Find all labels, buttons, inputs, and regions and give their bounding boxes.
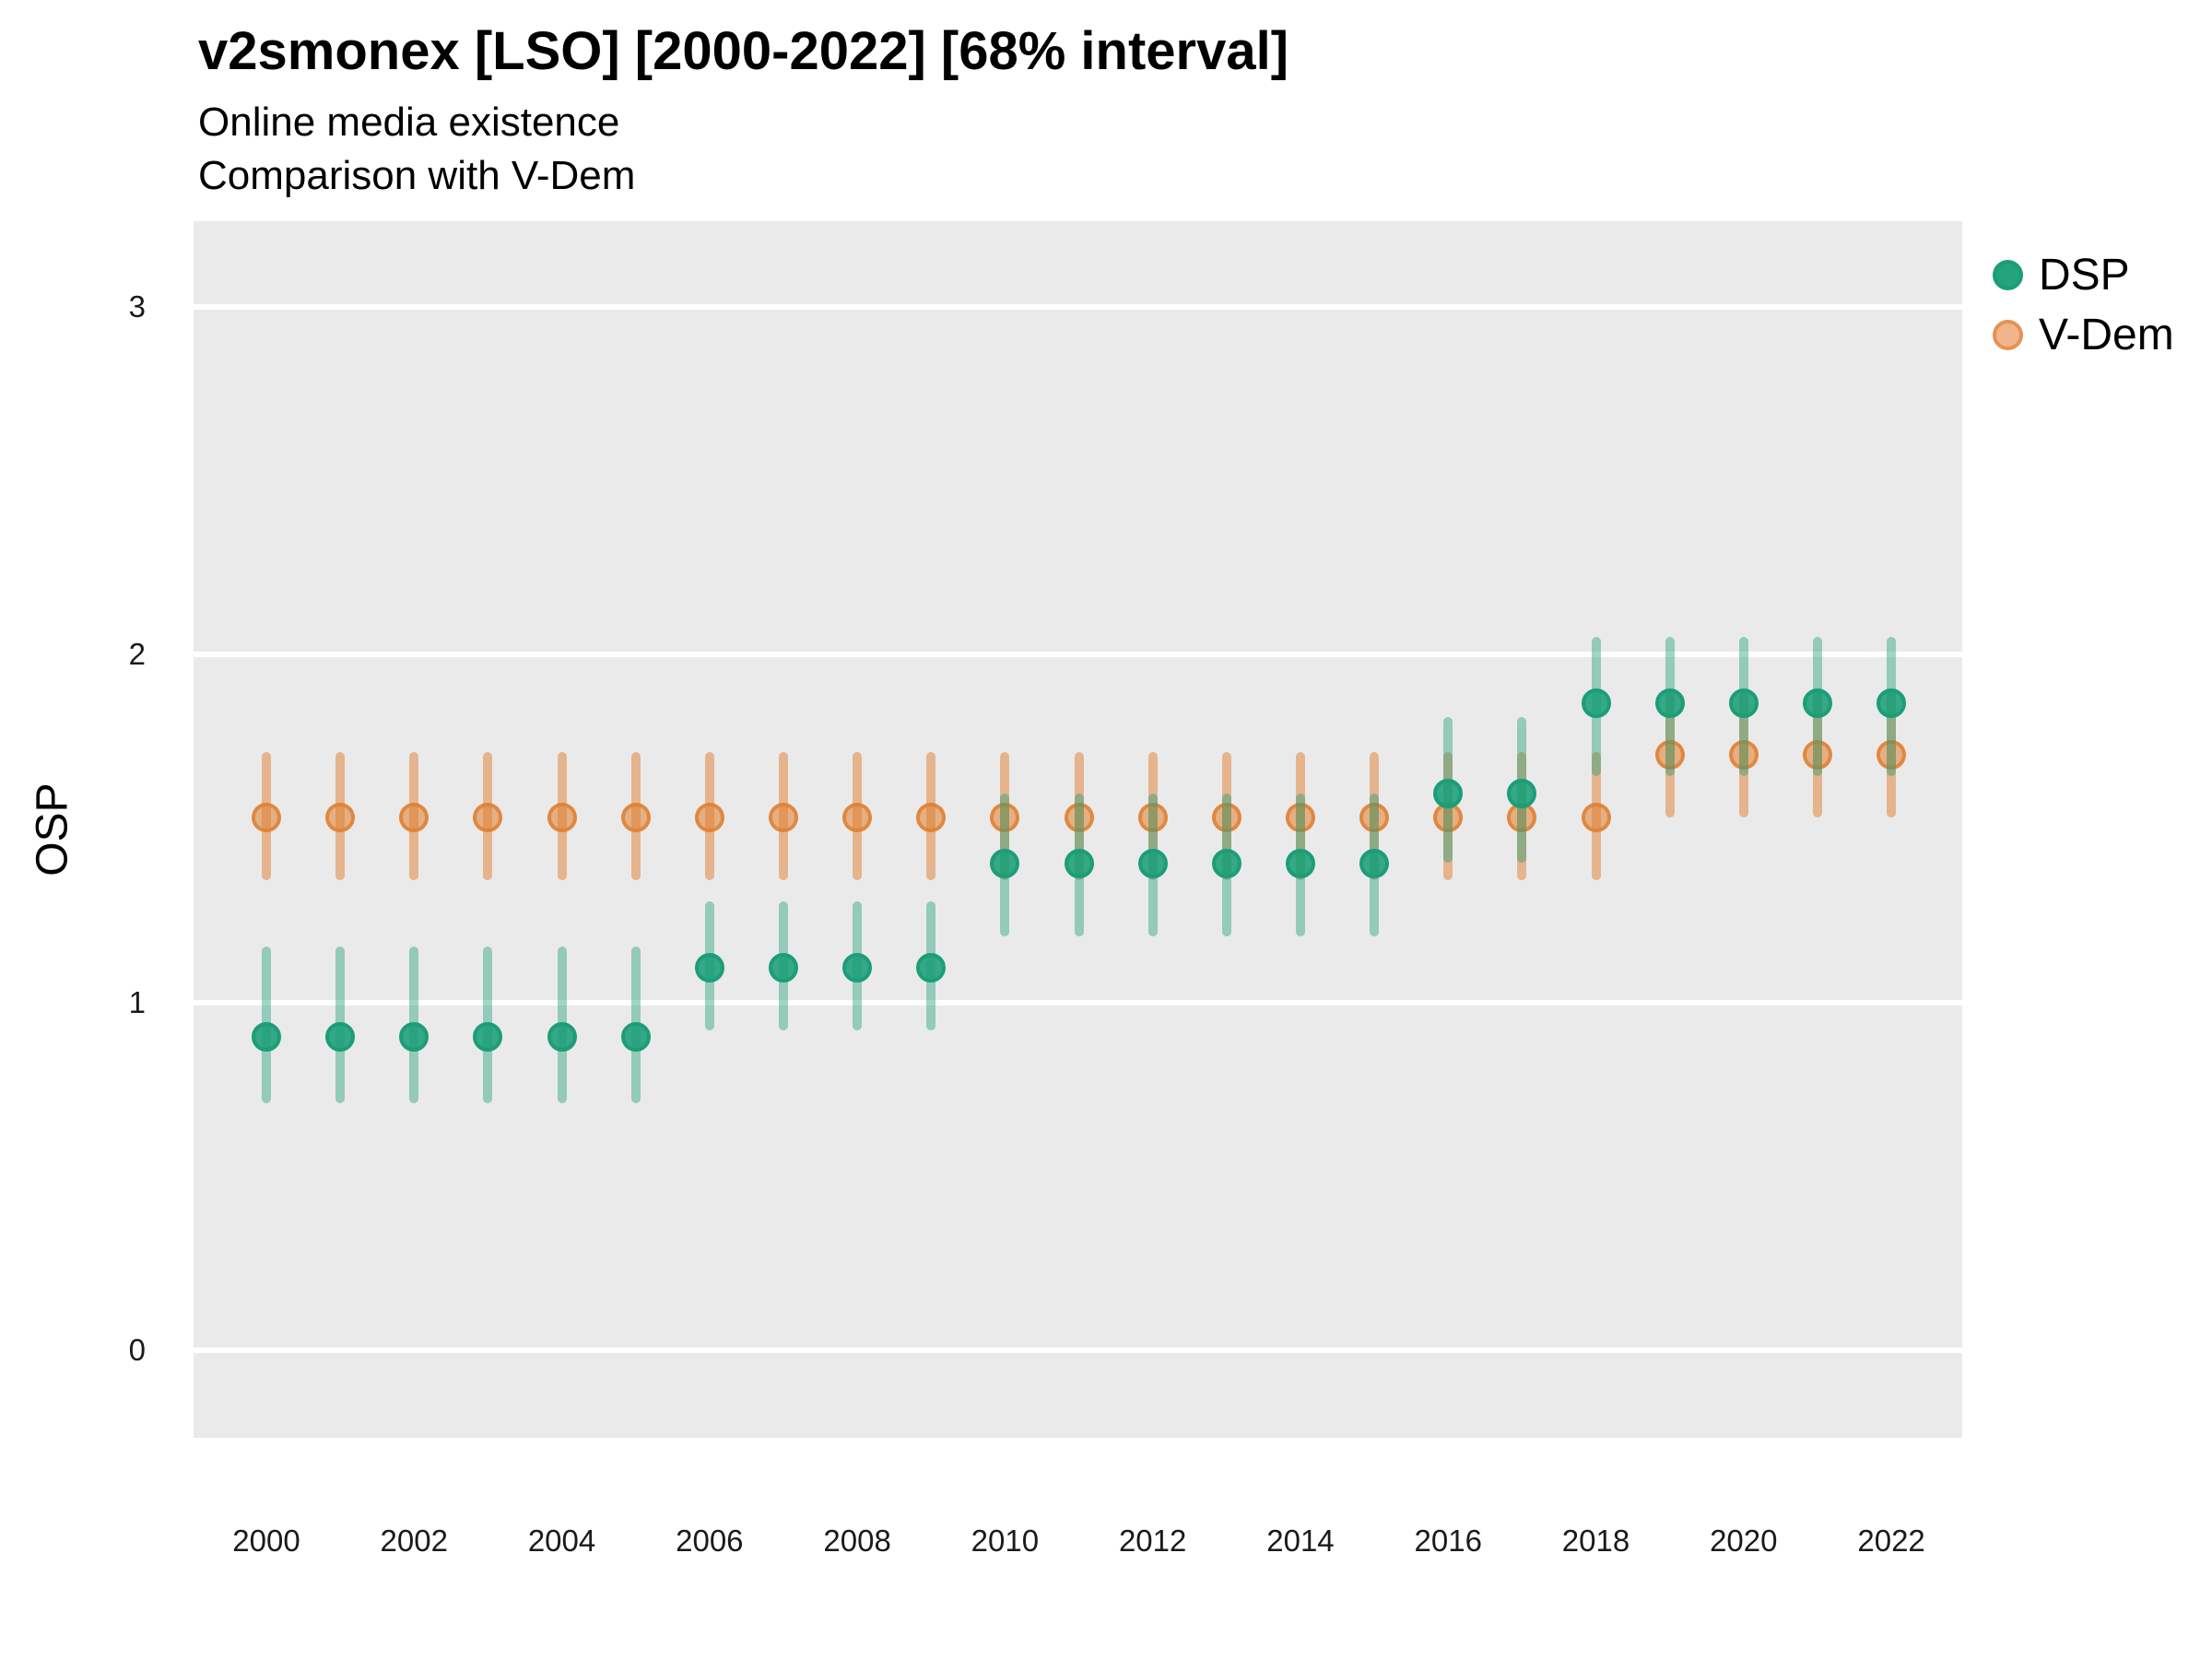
y-tick-label: 2 <box>128 637 146 671</box>
y-axis-title: OSP <box>28 782 77 877</box>
dsp-point-2016 <box>1433 779 1464 808</box>
vdem-point-2008 <box>842 803 873 833</box>
dsp-point-2017 <box>1507 779 1537 808</box>
vdem-point-2007 <box>768 803 798 833</box>
y-tick-label: 1 <box>128 984 146 1019</box>
chart-subtitle-line2: Comparison with V-Dem <box>198 153 636 198</box>
dsp-point-2019 <box>1654 688 1685 718</box>
dsp-point-2022 <box>1877 688 1907 718</box>
dsp-point-2006 <box>694 952 724 982</box>
chart-title: v2smonex [LSO] [2000-2022] [68% interval… <box>198 21 1289 81</box>
vdem-point-2009 <box>916 803 947 833</box>
dsp-point-2014 <box>1285 848 1315 878</box>
legend-item-dsp: DSP <box>1993 245 2174 305</box>
x-tick-label: 2018 <box>1561 1524 1630 1558</box>
dsp-point-2020 <box>1728 688 1759 718</box>
vdem-point-2004 <box>547 803 577 833</box>
gridline-y-2 <box>194 652 1962 657</box>
dsp-point-2004 <box>547 1022 577 1053</box>
vdem-point-2002 <box>399 803 429 833</box>
y-tick-label: 0 <box>128 1333 146 1367</box>
vdem-point-2020 <box>1728 740 1759 771</box>
y-tick-label: 3 <box>128 288 146 324</box>
dsp-point-2009 <box>916 952 947 982</box>
gridline-y-0 <box>194 1347 1962 1353</box>
dsp-point-2003 <box>473 1022 503 1053</box>
legend: DSP V-Dem <box>1993 245 2174 365</box>
dsp-point-2007 <box>768 952 798 982</box>
vdem-point-2019 <box>1654 740 1685 771</box>
x-tick-label: 2006 <box>676 1524 744 1558</box>
dsp-point-2012 <box>1137 848 1168 878</box>
dsp-legend-dot-icon <box>1993 260 2023 290</box>
legend-item-vdem: V-Dem <box>1993 305 2174 365</box>
dsp-point-2015 <box>1359 848 1390 878</box>
x-tick-label: 2016 <box>1414 1524 1482 1558</box>
vdem-point-2000 <box>252 803 281 833</box>
x-tick-label: 2020 <box>1710 1524 1778 1558</box>
x-tick-label: 2014 <box>1266 1524 1335 1558</box>
vdem-point-2012 <box>1137 803 1168 833</box>
dsp-point-2005 <box>620 1022 651 1053</box>
x-tick-label: 2004 <box>527 1524 596 1558</box>
vdem-point-2001 <box>325 803 356 833</box>
legend-label-vdem: V-Dem <box>2039 311 2174 359</box>
x-tick-label: 2022 <box>1857 1524 1925 1558</box>
x-tick-label: 2002 <box>380 1524 448 1558</box>
vdem-legend-dot-icon <box>1993 320 2023 350</box>
dsp-point-2008 <box>842 952 873 982</box>
dsp-point-2013 <box>1211 848 1241 878</box>
dsp-point-2001 <box>325 1022 356 1053</box>
x-tick-label: 2010 <box>971 1524 1040 1558</box>
vdem-point-2003 <box>473 803 503 833</box>
dsp-point-2021 <box>1802 688 1832 718</box>
vdem-point-2010 <box>990 803 1020 833</box>
gridline-y-1 <box>194 999 1962 1006</box>
dsp-point-2010 <box>990 848 1020 878</box>
vdem-point-2018 <box>1581 803 1611 833</box>
x-tick-label: 2008 <box>823 1524 891 1558</box>
gridline-y-3 <box>194 303 1962 310</box>
vdem-point-2015 <box>1359 803 1390 833</box>
vdem-point-2013 <box>1211 803 1241 833</box>
dsp-point-2002 <box>399 1022 429 1053</box>
dsp-point-2011 <box>1064 848 1094 878</box>
chart-subtitle-line1: Online media existence <box>198 100 620 145</box>
x-tick-label: 2012 <box>1118 1524 1187 1558</box>
x-tick-label: 2000 <box>232 1524 300 1558</box>
vdem-point-2014 <box>1285 803 1315 833</box>
vdem-point-2006 <box>694 803 724 833</box>
vdem-point-2022 <box>1877 740 1907 771</box>
legend-label-dsp: DSP <box>2039 251 2130 300</box>
dsp-point-2000 <box>252 1022 281 1053</box>
vdem-point-2021 <box>1802 740 1832 771</box>
vdem-point-2005 <box>620 803 651 833</box>
dsp-point-2018 <box>1581 688 1611 718</box>
vdem-point-2011 <box>1064 803 1094 833</box>
